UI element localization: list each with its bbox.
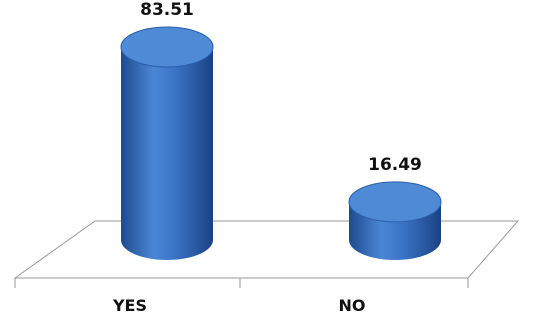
bar-top-yes (120, 26, 214, 68)
category-label-no: NO (339, 296, 366, 315)
bar-no (348, 181, 442, 260)
bar-yes (120, 26, 214, 260)
bar-top-no (348, 181, 442, 223)
value-label-yes: 83.51 (140, 0, 194, 20)
value-label-no: 16.49 (368, 155, 422, 175)
bar-body-yes (121, 47, 213, 260)
category-label-yes: YES (112, 296, 147, 315)
chart-floor (13, 220, 520, 279)
